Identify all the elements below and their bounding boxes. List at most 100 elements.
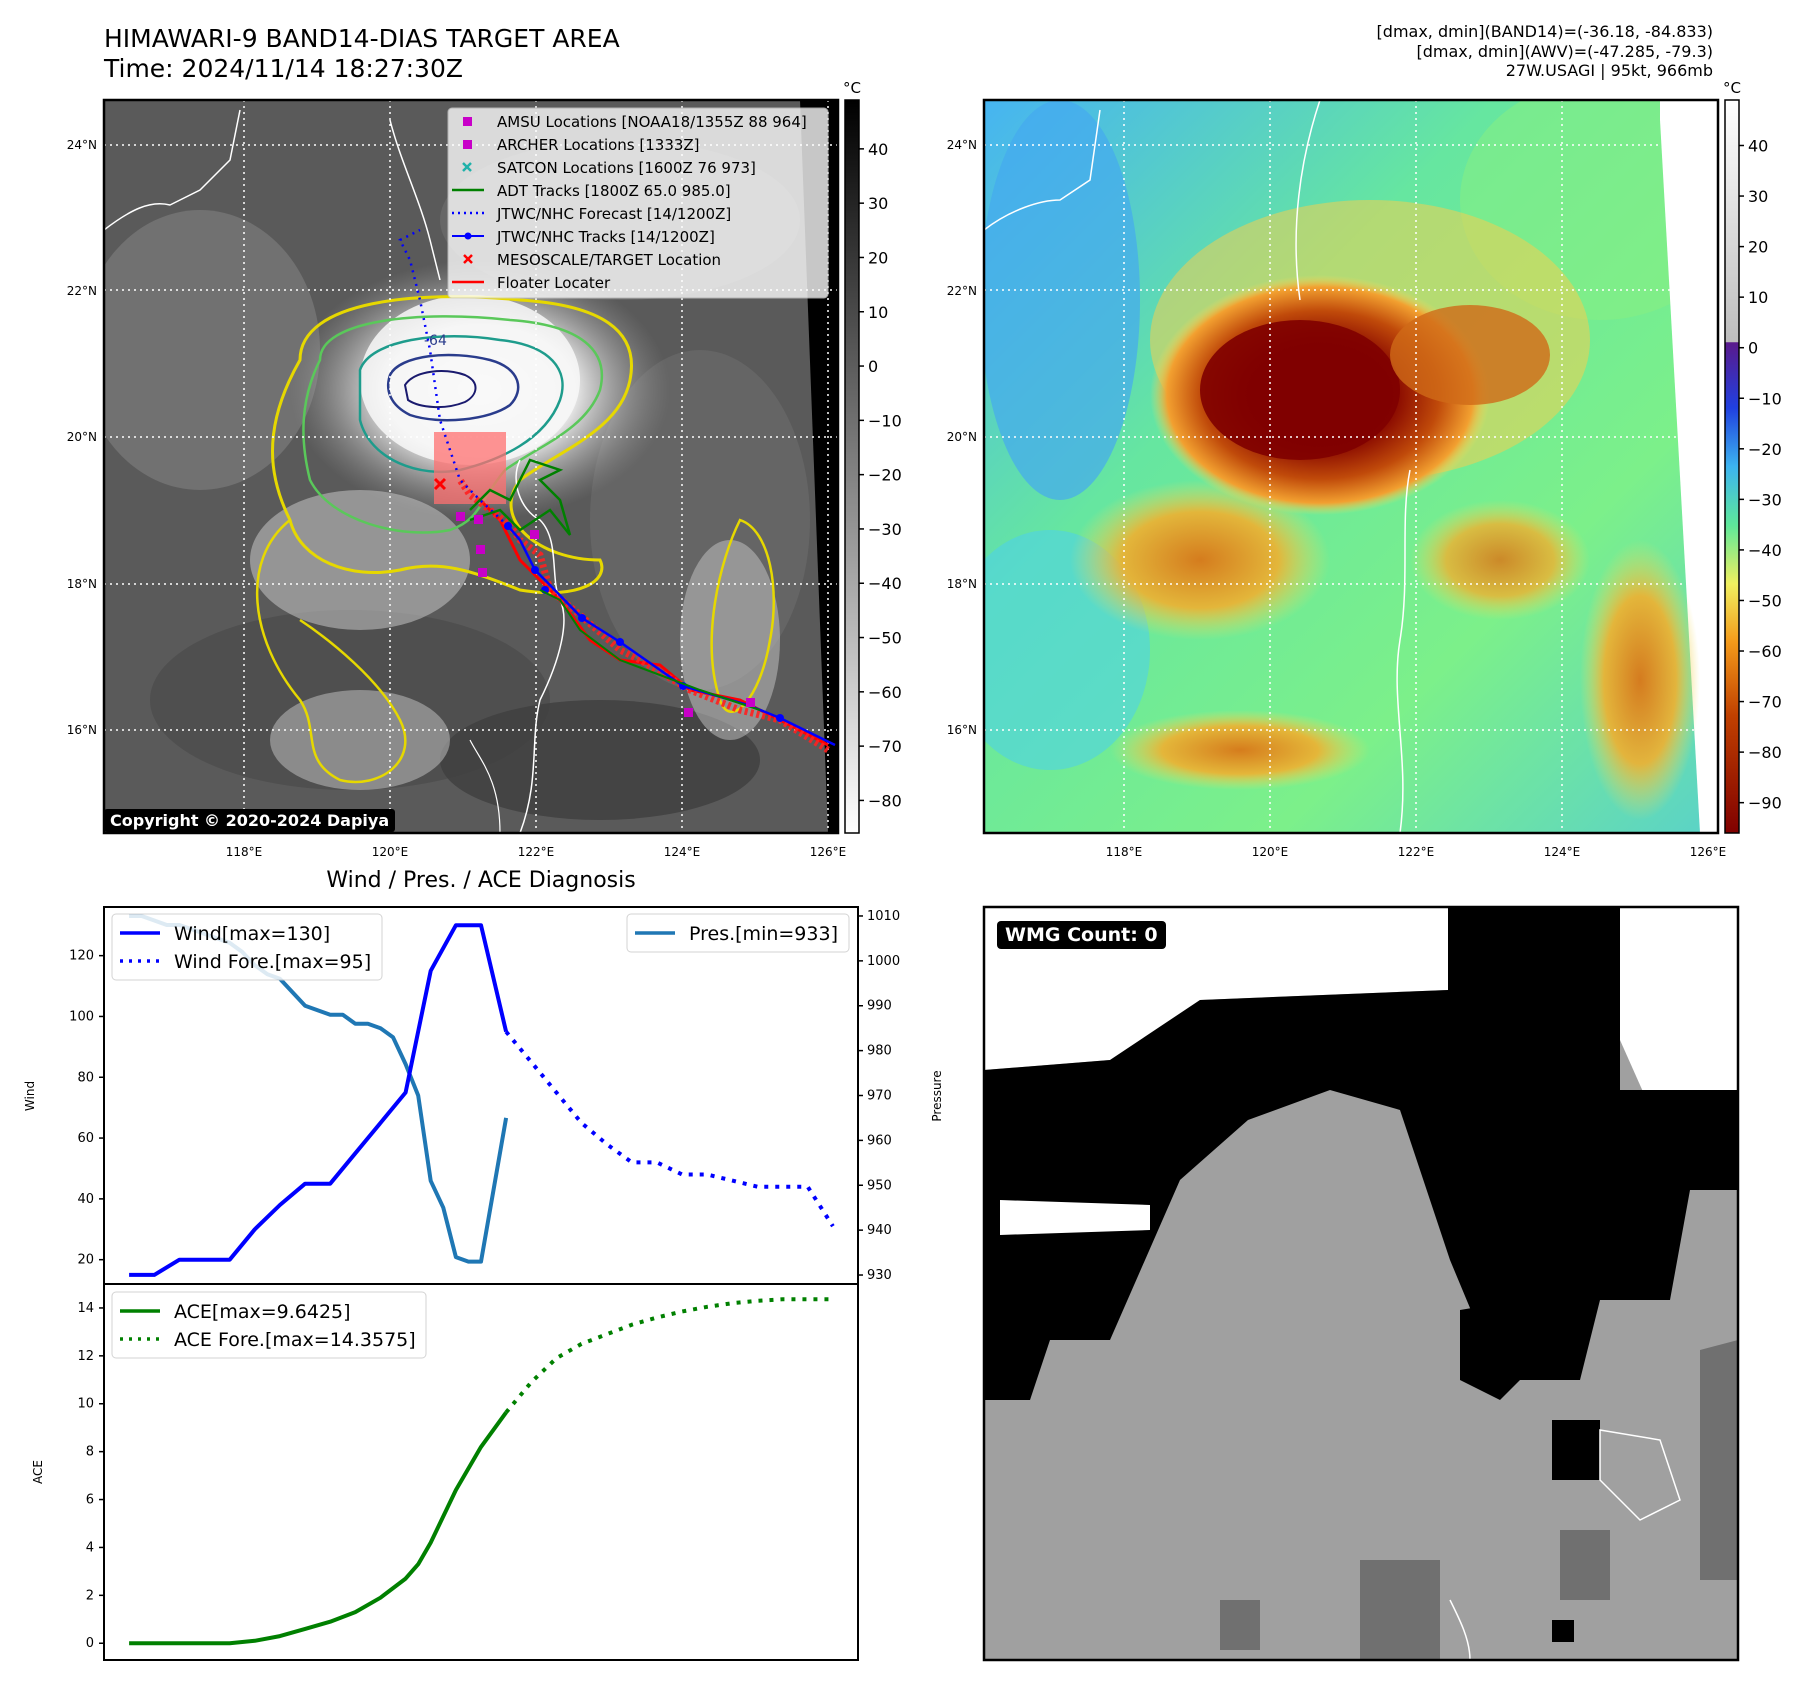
awv-gridlines <box>984 100 1718 833</box>
svg-text:124°E: 124°E <box>1544 845 1581 859</box>
awv-colorbar-tick-label: 10 <box>1748 288 1768 307</box>
legend-wind: Wind[max=130] <box>174 923 330 945</box>
wind-y-tick-label: 120 <box>69 949 94 964</box>
awv-colorbar-tick-label: 20 <box>1748 238 1768 257</box>
wmg-panel <box>982 905 1740 1662</box>
awv-colorbar-tick-label: 40 <box>1748 136 1768 155</box>
awv-panel: 24°N 22°N 20°N 18°N 16°N 118°E 120°E 122… <box>947 79 1782 859</box>
wind-y-tick-label: 80 <box>77 1070 94 1085</box>
awv-colorbar-tick-label: −20 <box>1748 440 1782 459</box>
svg-text:22°N: 22°N <box>67 284 97 298</box>
adt-track <box>469 458 572 536</box>
awv-colorbar-tick-label: −50 <box>1748 591 1782 610</box>
ace-y-tick-label: 0 <box>86 1636 94 1651</box>
svg-text:22°N: 22°N <box>947 284 977 298</box>
svg-text:24°N: 24°N <box>67 138 97 152</box>
svg-text:16°N: 16°N <box>67 723 97 737</box>
ace-forecast-line <box>504 1297 833 1414</box>
contour-green <box>302 315 604 534</box>
wmg-count-label: WMG Count: 0 <box>997 921 1166 949</box>
contour-label: -64 <box>424 333 447 349</box>
target-marker <box>433 477 447 491</box>
pressure-y-tick-label: 940 <box>867 1223 892 1238</box>
ace-y-tick-label: 10 <box>77 1397 94 1412</box>
legend-archer: ARCHER Locations [1333Z] <box>497 136 700 154</box>
awv-colorbar-tick-label: 30 <box>1748 187 1768 206</box>
pressure-y-tick-label: 1000 <box>867 954 900 969</box>
pressure-legend: Pres.[min=933] <box>626 913 850 953</box>
awv-colorbar-tick-label: 0 <box>1748 339 1758 358</box>
wind-ylabel: Wind <box>23 1081 37 1111</box>
contour-navy <box>386 353 520 422</box>
legend-pressure: Pres.[min=933] <box>689 923 838 945</box>
ace-y-tick-label: 6 <box>86 1493 94 1508</box>
ir-colorbar-tick-label: −60 <box>868 683 902 702</box>
svg-text:118°E: 118°E <box>1106 845 1143 859</box>
ace-y-tick-label: 12 <box>77 1349 94 1364</box>
awv-colorbar-unit: °C <box>1723 79 1741 97</box>
pressure-y-tick-label: 1010 <box>867 909 900 924</box>
ir-axis-labels: 24°N 22°N 20°N 18°N 16°N 118°E 120°E 122… <box>67 138 847 859</box>
ace-y-tick-label: 14 <box>77 1301 94 1316</box>
awv-coastline <box>984 100 1411 833</box>
diagnosis-panel: Wind / Pres. / ACE Diagnosis Wind Pressu… <box>23 868 944 1661</box>
wind-line <box>129 923 509 1277</box>
contour-yellow <box>271 295 633 595</box>
jtwc-track <box>507 525 836 747</box>
pressure-ylabel: Pressure <box>930 1070 944 1121</box>
pressure-y-tick-label: 980 <box>867 1044 892 1059</box>
ace-y-tick-label: 8 <box>86 1445 94 1460</box>
wind-legend: Wind[max=130] Wind Fore.[max=95] <box>111 913 383 981</box>
ir-colorbar-tick-label: −80 <box>868 791 902 810</box>
x-marker-icon <box>463 254 473 264</box>
pressure-y-tick-label: 990 <box>867 999 892 1014</box>
pressure-y-tick-label: 930 <box>867 1268 892 1283</box>
ace-line <box>129 1411 508 1646</box>
svg-text:20°N: 20°N <box>947 430 977 444</box>
ir-colorbar-tick-label: −40 <box>868 574 902 593</box>
ir-colorbar-tick-label: −20 <box>868 466 902 485</box>
awv-colorbar-tick-label: −30 <box>1748 490 1782 509</box>
title-line-1: HIMAWARI-9 BAND14-DIAS TARGET AREA <box>104 24 620 53</box>
coastline <box>104 109 565 833</box>
ir-colorbar-unit: °C <box>843 79 861 97</box>
legend-jtwc-tracks: JTWC/NHC Tracks [14/1200Z] <box>496 228 715 246</box>
figure-title: HIMAWARI-9 BAND14-DIAS TARGET AREA Time: … <box>104 24 620 84</box>
svg-text:120°E: 120°E <box>372 845 409 859</box>
ir-colorbar-tick-label: 40 <box>868 140 888 159</box>
square-marker-icon <box>463 117 472 126</box>
stats-block: [dmax, dmin](BAND14)=(-36.18, -84.833) [… <box>1377 22 1713 81</box>
awv-frame <box>982 98 1720 835</box>
square-marker-icon <box>463 140 472 149</box>
svg-text:16°N: 16°N <box>947 723 977 737</box>
ir-colorbar-tick-label: 0 <box>868 357 878 376</box>
svg-text:18°N: 18°N <box>947 577 977 591</box>
ir-panel: -64 <box>67 79 902 859</box>
legend-mesoscale: MESOSCALE/TARGET Location <box>497 251 721 269</box>
ir-colorbar: °C 40 30 20 10 0 −10 −20 −30 −40 −50 −60 −70 −80 <box>843 79 902 834</box>
ir-legend: AMSU Locations [NOAA18/1355Z 88 964] ARC… <box>447 107 829 299</box>
legend-adt: ADT Tracks [1800Z 65.0 985.0] <box>497 182 731 200</box>
svg-text:126°E: 126°E <box>810 845 847 859</box>
wmg-frame <box>982 905 1740 1662</box>
stats-line-2: [dmax, dmin](AWV)=(-47.285, -79.3) <box>1416 41 1713 61</box>
copyright-label: Copyright © 2020-2024 Dapiya <box>104 809 396 832</box>
wind-y-tick-label: 60 <box>77 1131 94 1146</box>
awv-colorbar: °C 40 30 20 10 0 −10 −20 −30 −40 −50 −60 −70 −80 −90 <box>1723 79 1782 834</box>
ir-frame <box>102 98 840 835</box>
ir-colorbar-tick-label: −10 <box>868 411 902 430</box>
stats-line-3: 27W.USAGI | 95kt, 966mb <box>1505 61 1713 80</box>
title-line-2: Time: 2024/11/14 18:27:30Z <box>104 54 463 83</box>
wind-y-tick-label: 40 <box>77 1192 94 1207</box>
stats-line-1: [dmax, dmin](BAND14)=(-36.18, -84.833) <box>1376 22 1713 41</box>
legend-floater: Floater Locater <box>497 274 611 292</box>
awv-axis-labels: 24°N 22°N 20°N 18°N 16°N 118°E 120°E 122… <box>947 138 1727 859</box>
x-marker-icon <box>462 162 472 172</box>
legend-amsu: AMSU Locations [NOAA18/1355Z 88 964] <box>497 113 807 131</box>
wind-y-tick-label: 100 <box>69 1009 94 1024</box>
pressure-y-tick-label: 970 <box>867 1089 892 1104</box>
awv-colorbar-tick-label: −40 <box>1748 541 1782 560</box>
ir-colorbar-tick-label: −70 <box>868 737 902 756</box>
awv-colorbar-tick-label: −10 <box>1748 389 1782 408</box>
